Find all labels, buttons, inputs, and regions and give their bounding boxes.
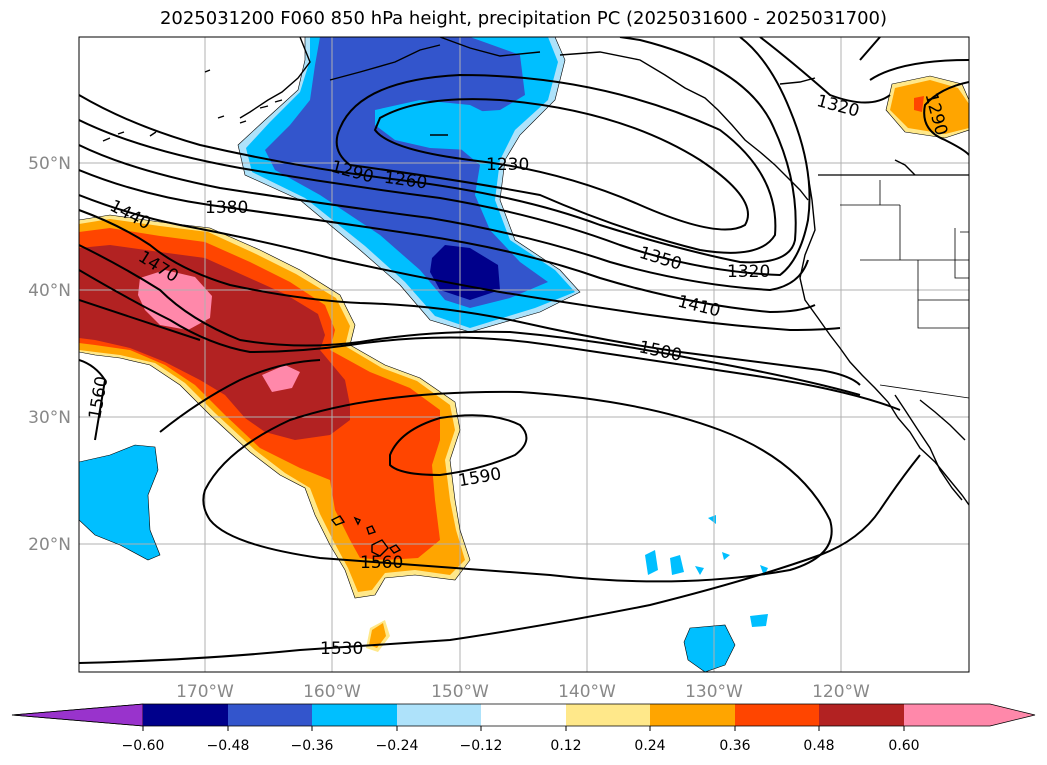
colorbar-segment (312, 704, 397, 726)
contour-1590 (389, 414, 528, 477)
lon-label: 150°W (431, 682, 489, 702)
contour-1290-ne (859, 37, 969, 156)
colorbar-segment (143, 704, 228, 726)
coastlines (102, 37, 969, 557)
contour-1500 (79, 269, 901, 411)
lon-label: 130°W (685, 682, 743, 702)
contour-1320-ne (759, 37, 969, 104)
contour-1440 (79, 209, 861, 386)
colorbar-segment (228, 704, 312, 726)
contour-1410 (79, 194, 841, 332)
lat-label: 40°N (28, 281, 71, 301)
islands (102, 69, 448, 142)
contour-label: 1500 (637, 337, 683, 366)
colorbar-segment (650, 704, 735, 726)
lat-label: 20°N (28, 535, 71, 555)
colorbar-extend-low (11, 703, 144, 727)
colorbar-extend-high (904, 704, 1035, 726)
contour-1380 (79, 169, 816, 314)
contour-1320 (79, 37, 811, 277)
lon-label: 160°W (303, 682, 361, 702)
contour-1260 (335, 73, 777, 254)
mexico-border (879, 384, 969, 399)
fill-cyan-islands (645, 515, 768, 627)
contour-1470 (79, 244, 861, 396)
longitude-labels: 170°W 160°W 150°W 140°W 130°W 120°W (176, 682, 870, 702)
colorbar-segment (819, 704, 904, 726)
colorbar-segment (735, 704, 819, 726)
gridlines (79, 37, 969, 672)
contour-1560 (202, 390, 833, 583)
contour-1560-left (79, 359, 321, 441)
alaska-coast (239, 37, 809, 201)
colorbar-tick-labels: −0.60 −0.48 −0.36 −0.24 −0.12 0.12 0.24 … (122, 738, 920, 754)
colorbar: −0.60 −0.48 −0.36 −0.24 −0.12 0.12 0.24 … (11, 703, 1036, 754)
fill-cyan-se (684, 625, 735, 672)
contour-label: 1560 (85, 375, 112, 421)
colorbar-tick-label: 0.60 (888, 738, 919, 754)
height-contours (79, 37, 969, 664)
colorbar-tick-label: −0.36 (291, 738, 334, 754)
lat-label: 50°N (28, 154, 71, 174)
lon-label: 120°W (812, 682, 870, 702)
lon-label: 140°W (558, 682, 616, 702)
fill-orange-small (369, 623, 386, 648)
map-area: 1320 1290 1290 1260 1230 1380 1440 1470 … (79, 37, 969, 672)
contour-label: 1560 (360, 553, 403, 573)
colorbar-tick-label: −0.60 (122, 738, 165, 754)
map-title: 2025031200 F060 850 hPa height, precipit… (159, 8, 888, 29)
colorbar-tick-label: −0.24 (376, 738, 419, 754)
hawaii (330, 515, 402, 557)
lon-label: 170°W (176, 682, 234, 702)
colorbar-segment (566, 704, 650, 726)
fill-pink (138, 270, 212, 330)
canada-coast (799, 174, 969, 506)
state-lines (840, 180, 969, 329)
contour-1230 (373, 98, 749, 231)
contour-label: 1530 (320, 639, 363, 659)
colorbar-tick-label: 0.48 (803, 738, 834, 754)
colorbar-tick-label: −0.48 (207, 738, 250, 754)
fill-red-ne (914, 96, 924, 112)
colorbar-segment (481, 704, 566, 726)
contour-label: 1230 (486, 155, 529, 175)
contour-label: 1380 (205, 198, 248, 218)
colorbar-tick-label: 0.36 (719, 738, 750, 754)
fill-orange-ne (890, 80, 969, 134)
lat-label: 30°N (28, 408, 71, 428)
latitude-labels: 50°N 40°N 30°N 20°N (28, 154, 71, 555)
ne-land (779, 77, 916, 176)
colorbar-segments (143, 704, 904, 726)
colorbar-tick-label: 0.24 (634, 738, 665, 754)
fill-pink-2 (262, 365, 300, 392)
contour-1530 (79, 299, 921, 664)
colorbar-tick-label: −0.12 (460, 738, 503, 754)
contour-label: 1320 (727, 262, 770, 282)
colorbar-segment (397, 704, 481, 726)
map-frame (78, 36, 970, 673)
fill-cyan-hole (375, 100, 505, 150)
contour-1290 (79, 37, 797, 264)
contour-label: 1410 (676, 292, 723, 322)
baja-coast (894, 394, 966, 501)
fill-navy (430, 245, 500, 300)
contour-label: 1590 (457, 464, 503, 491)
colorbar-ticks (142, 726, 905, 731)
colorbar-tick-label: 0.12 (550, 738, 581, 754)
anomaly-outlines (79, 37, 969, 672)
contour-1350 (79, 144, 809, 292)
fill-cyan-sw (79, 445, 160, 560)
